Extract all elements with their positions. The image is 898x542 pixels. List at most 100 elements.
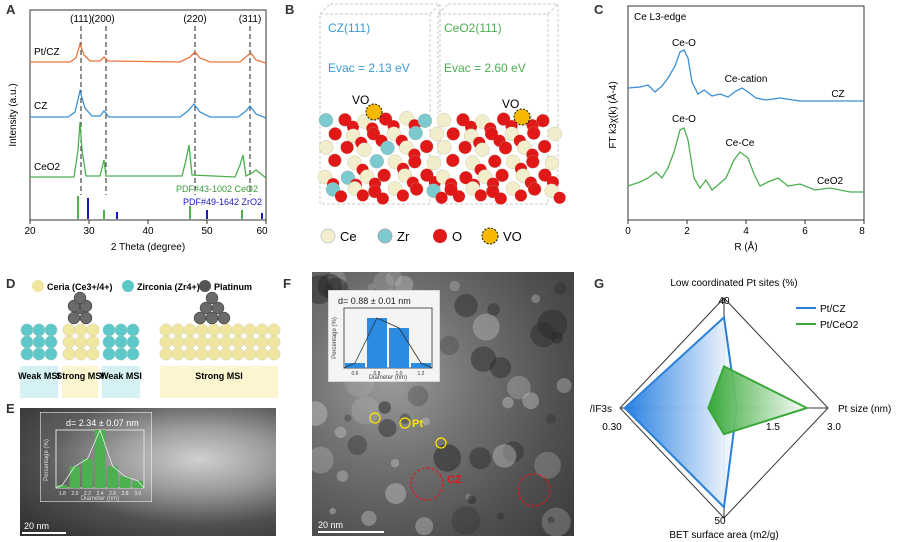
- atom: [366, 127, 381, 141]
- exafs-xtick: 0: [625, 226, 631, 237]
- platinum-atom: [217, 311, 231, 325]
- atom: [378, 112, 393, 126]
- panel-label-g: G: [594, 276, 605, 291]
- hist-e-xlabel: Diameter (nm): [81, 496, 119, 502]
- cz-region-marker: [410, 467, 444, 501]
- support-atom: [126, 323, 140, 337]
- ceria-atom: [255, 347, 269, 361]
- msi-bg-strong: [62, 366, 98, 398]
- platinum-atom: [205, 291, 219, 305]
- exafs-trace-cz: [627, 49, 864, 102]
- texture-spot: [465, 493, 472, 501]
- texture-spot: [385, 483, 407, 505]
- atom: [459, 171, 473, 185]
- cz-label: CZ: [447, 474, 462, 486]
- cz-vacancy: [365, 103, 383, 121]
- oxygen-atom: [474, 189, 487, 202]
- panel-label-d: D: [6, 276, 16, 291]
- support-atom: [44, 335, 58, 349]
- oxygen-atom: [335, 190, 347, 203]
- support-atom: [44, 347, 58, 361]
- texture-spot: [367, 283, 375, 291]
- atom: [544, 155, 560, 171]
- exafs-chart: 0 2 4 6 8 R (Å) FT k3χ(k) (Å-4) Ce L3-ed…: [606, 5, 865, 253]
- texture-spot: [507, 375, 531, 400]
- oxygen-atom: [514, 189, 527, 202]
- hist-bar: [119, 476, 131, 488]
- legend-ce: Ce: [340, 229, 357, 244]
- ceria-atom: [171, 335, 185, 349]
- radar-axis-right-label: Pt size (nm): [838, 404, 891, 415]
- texture-spot: [395, 275, 414, 294]
- ceria-atom: [159, 335, 173, 349]
- legend-zr-atom: [377, 228, 393, 244]
- ceria-atom: [219, 347, 233, 361]
- xrd-trace-ptcz: [30, 41, 267, 64]
- support-atom: [114, 323, 128, 337]
- radar-axis-top-label: Low coordinated Pt sites (%): [670, 278, 797, 289]
- dft-models: CZ(111) Evac = 2.13 eV CeO2(111) Evac = …: [317, 3, 566, 245]
- ceria-atom: [159, 347, 173, 361]
- radar-axis-right-min: 1.5: [766, 422, 780, 433]
- hist-xtick: 3.0: [134, 491, 141, 497]
- atom: [486, 184, 500, 199]
- support-atom: [74, 347, 88, 361]
- ceria-atom: [183, 323, 197, 337]
- xrd-chart: 20 30 40 50 60 2 Theta (degree) Intensit…: [8, 9, 268, 253]
- hist-xtick: 1.0: [396, 371, 403, 377]
- hist-fit-curve: [55, 428, 145, 489]
- legend-vo: VO: [503, 229, 522, 244]
- atom: [419, 139, 434, 154]
- ceria-atom: [243, 347, 257, 361]
- radar-series-ptceo2: [707, 365, 810, 436]
- panel-label-e: E: [6, 401, 15, 416]
- atom: [527, 182, 542, 196]
- support-atom: [102, 335, 116, 349]
- xrd-peak-311: (311): [239, 14, 262, 25]
- hist-bar: [94, 430, 106, 488]
- xrd-peak-111: (111): [70, 14, 92, 25]
- texture-spot: [489, 357, 512, 379]
- cz-region-marker: [517, 473, 551, 507]
- legend-ce-atom: [320, 228, 336, 244]
- atom: [319, 140, 334, 155]
- xrd-label-cz: CZ: [34, 101, 47, 112]
- hist-xtick: 1.8: [59, 491, 66, 497]
- hist-e-ylabel: Percentage (%): [44, 439, 50, 481]
- hist-xtick: 2.2: [84, 491, 91, 497]
- exafs-xtick: 6: [802, 226, 808, 237]
- hist-bar: [69, 466, 81, 489]
- hist-fit-curve: [343, 317, 433, 369]
- texture-spot: [312, 446, 334, 474]
- ceria-atom: [231, 347, 245, 361]
- scale-bar-f: [318, 531, 384, 533]
- scale-bar-e: [22, 532, 66, 534]
- xrd-label-ceo2: CeO2: [34, 162, 61, 173]
- support-atom: [62, 347, 76, 361]
- support-atom: [20, 323, 34, 337]
- support-atom: [32, 335, 46, 349]
- ceria-atom: [267, 335, 281, 349]
- oxygen-atom: [376, 192, 389, 205]
- xrd-xtick: 50: [201, 226, 213, 237]
- legend-vo-atom: [481, 227, 499, 245]
- hist-e-title: d= 2.34 ± 0.07 nm: [66, 418, 139, 428]
- texture-spot: [329, 507, 336, 515]
- atom: [488, 154, 502, 168]
- atom: [377, 168, 391, 182]
- support-atom: [86, 347, 100, 361]
- texture-spot: [503, 441, 524, 463]
- support-atom: [126, 335, 140, 349]
- hist-xtick: 2.4: [97, 491, 104, 497]
- hist-bar: [345, 363, 365, 368]
- exafs-xlabel: R (Å): [734, 240, 757, 253]
- support-atom: [126, 347, 140, 361]
- texture-spot: [545, 413, 557, 424]
- hist-xtick: 2.6: [109, 491, 116, 497]
- radar-axis-right-max: 3.0: [827, 422, 841, 433]
- texture-spot: [534, 451, 561, 479]
- texture-spot: [531, 294, 541, 304]
- support-atom: [114, 347, 128, 361]
- texture-spot: [407, 385, 429, 407]
- support-atom: [62, 323, 76, 337]
